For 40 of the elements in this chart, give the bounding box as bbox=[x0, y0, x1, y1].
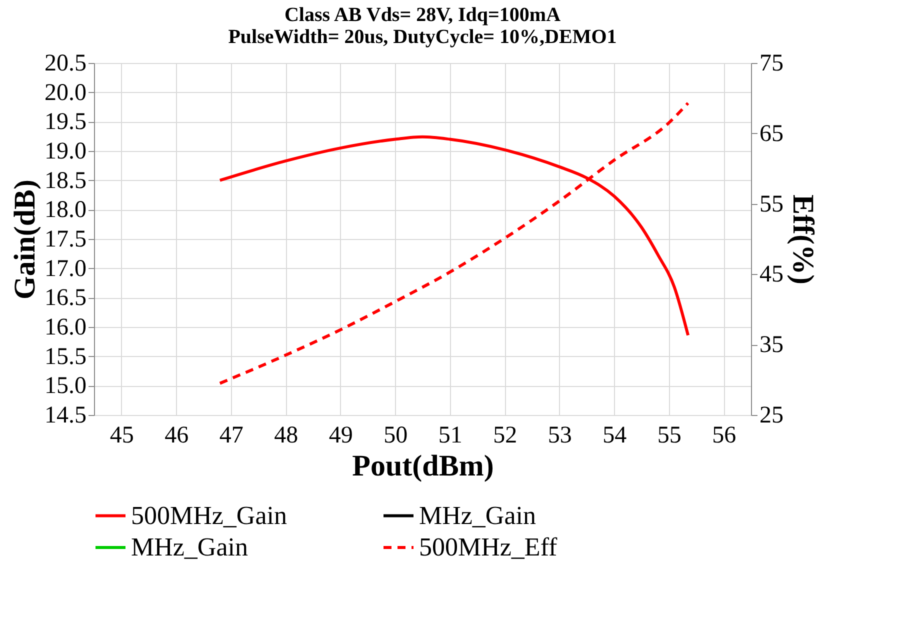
y-tick-label: 19.0 bbox=[44, 138, 86, 164]
y-tick-label: 16.5 bbox=[44, 285, 86, 312]
x-tick-label: 52 bbox=[493, 422, 518, 448]
legend-label: MHz_Gain bbox=[131, 532, 248, 562]
y-tick-label: 17.5 bbox=[44, 226, 86, 252]
y-tick-label: 15.0 bbox=[44, 373, 86, 400]
x-tick-label: 50 bbox=[384, 422, 408, 448]
chart-title: Class AB Vds= 28V, Idq=100mA PulseWidth= 20us, DutyCycle= 10%,DEMO1 bbox=[228, 4, 617, 48]
y-tick-label: 15.5 bbox=[44, 344, 86, 370]
x-axis-title: Pout(dBm) bbox=[352, 450, 494, 482]
y-tick-label: 16.0 bbox=[44, 314, 86, 340]
y-tick-label: 17.0 bbox=[44, 256, 86, 282]
y-tick-label: 20.0 bbox=[44, 80, 86, 106]
x-tick-label: 49 bbox=[328, 422, 353, 448]
x-tick-label: 53 bbox=[548, 422, 572, 448]
y-tick-label: 18.5 bbox=[44, 168, 86, 194]
legend-label: MHz_Gain bbox=[419, 500, 536, 530]
x-tick-label: 47 bbox=[219, 422, 244, 448]
line-series bbox=[218, 102, 690, 385]
x-tick-label: 48 bbox=[274, 422, 298, 448]
legend-label: 500MHz_Gain bbox=[131, 500, 287, 530]
y-axis-title: Gain(dB) bbox=[8, 179, 42, 300]
y2-tick-label: 75 bbox=[760, 50, 784, 76]
x-tick-label: 56 bbox=[712, 422, 736, 448]
y2-tick-label: 35 bbox=[760, 332, 784, 358]
y2-tick-label: 65 bbox=[760, 120, 784, 147]
x-tick-label: 54 bbox=[602, 422, 627, 448]
x-tick-label: 46 bbox=[164, 422, 189, 448]
y2-tick-label: 45 bbox=[760, 262, 784, 288]
legend-label: 500MHz_Eff bbox=[419, 532, 558, 562]
x-tick-label: 45 bbox=[110, 422, 134, 448]
y2-tick-label: 55 bbox=[760, 191, 784, 218]
x-tick-label: 55 bbox=[657, 422, 682, 448]
y2-axis-title: Eff(%) bbox=[786, 194, 820, 284]
y-tick-label: 18.0 bbox=[44, 197, 86, 224]
y-tick-label: 14.5 bbox=[44, 402, 86, 428]
y-tick-label: 20.5 bbox=[44, 50, 86, 76]
x-tick-label: 51 bbox=[438, 422, 462, 448]
y-tick-label: 19.5 bbox=[44, 109, 86, 136]
y2-tick-label: 25 bbox=[760, 402, 784, 428]
